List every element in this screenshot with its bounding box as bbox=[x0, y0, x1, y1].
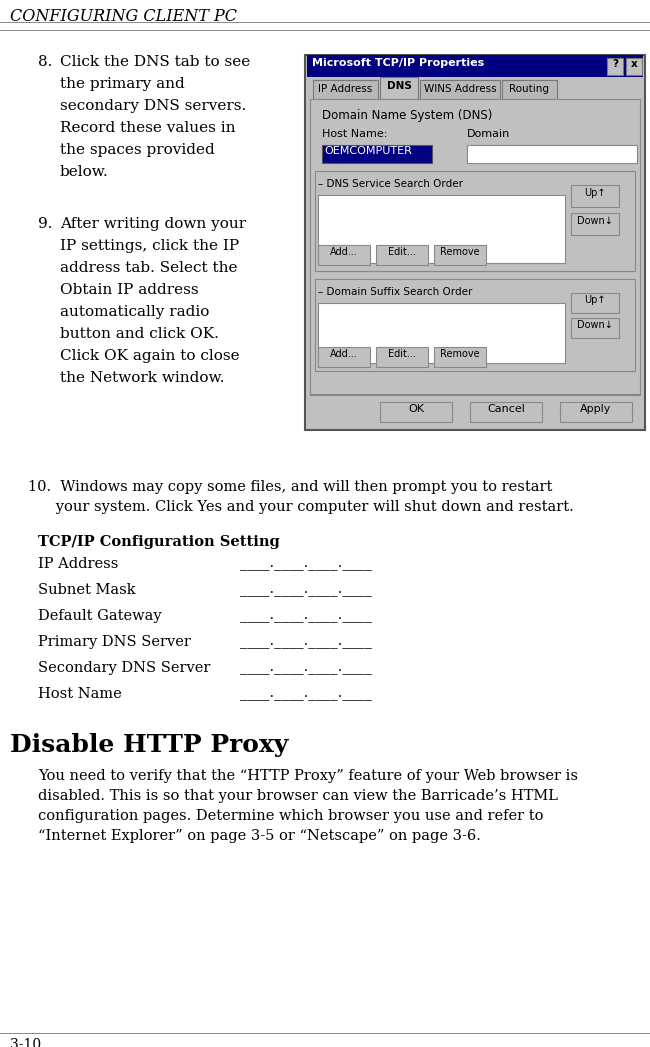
Bar bbox=[626, 58, 642, 75]
Text: Domain: Domain bbox=[467, 129, 510, 139]
Text: – DNS Service Search Order: – DNS Service Search Order bbox=[318, 179, 463, 190]
Text: 9.: 9. bbox=[38, 217, 53, 231]
Text: You need to verify that the “HTTP Proxy” feature of your Web browser is: You need to verify that the “HTTP Proxy”… bbox=[38, 768, 578, 783]
Text: configuration pages. Determine which browser you use and refer to: configuration pages. Determine which bro… bbox=[38, 809, 543, 823]
Text: ____.____.____.____: ____.____.____.____ bbox=[240, 609, 372, 623]
Bar bbox=[315, 279, 635, 371]
Text: TCP/IP Configuration Setting: TCP/IP Configuration Setting bbox=[38, 535, 280, 549]
Text: – Domain Suffix Search Order: – Domain Suffix Search Order bbox=[318, 287, 473, 297]
Text: Default Gateway: Default Gateway bbox=[38, 609, 162, 623]
Text: Edit...: Edit... bbox=[388, 247, 416, 257]
Bar bbox=[502, 80, 557, 99]
Bar bbox=[310, 99, 640, 395]
Text: ____.____.____.____: ____.____.____.____ bbox=[240, 661, 372, 675]
Text: Remove: Remove bbox=[440, 349, 480, 359]
Text: your system. Click Yes and your computer will shut down and restart.: your system. Click Yes and your computer… bbox=[28, 500, 574, 514]
Text: 10.  Windows may copy some files, and will then prompt you to restart: 10. Windows may copy some files, and wil… bbox=[28, 480, 552, 494]
Bar bbox=[318, 245, 370, 265]
Text: Primary DNS Server: Primary DNS Server bbox=[38, 634, 191, 649]
Text: Routing: Routing bbox=[510, 84, 549, 94]
Text: “Internet Explorer” on page 3-5 or “Netscape” on page 3-6.: “Internet Explorer” on page 3-5 or “Nets… bbox=[38, 829, 481, 843]
Text: Host Name: Host Name bbox=[38, 687, 122, 701]
Bar bbox=[571, 185, 619, 207]
Text: Cancel: Cancel bbox=[487, 404, 525, 414]
Bar bbox=[307, 55, 643, 77]
Text: Down↓: Down↓ bbox=[577, 216, 613, 226]
Bar bbox=[420, 80, 500, 99]
Text: After writing down your: After writing down your bbox=[60, 217, 246, 231]
Text: Obtain IP address: Obtain IP address bbox=[60, 283, 199, 297]
Bar bbox=[313, 80, 378, 99]
Text: Edit...: Edit... bbox=[388, 349, 416, 359]
Bar bbox=[376, 245, 428, 265]
Text: CONFIGURING CLIENT PC: CONFIGURING CLIENT PC bbox=[10, 8, 237, 25]
Bar bbox=[380, 77, 418, 99]
Text: OK: OK bbox=[408, 404, 424, 414]
Text: Microsoft TCP/IP Properties: Microsoft TCP/IP Properties bbox=[312, 58, 484, 68]
Text: button and click OK.: button and click OK. bbox=[60, 327, 219, 341]
Text: 3-10: 3-10 bbox=[10, 1038, 41, 1047]
Text: 8.: 8. bbox=[38, 55, 53, 69]
Text: disabled. This is so that your browser can view the Barricade’s HTML: disabled. This is so that your browser c… bbox=[38, 789, 558, 803]
Text: the Network window.: the Network window. bbox=[60, 371, 224, 385]
Text: Apply: Apply bbox=[580, 404, 612, 414]
Text: Host Name:: Host Name: bbox=[322, 129, 387, 139]
Text: Subnet Mask: Subnet Mask bbox=[38, 583, 136, 597]
Bar bbox=[571, 318, 619, 338]
Text: IP Address: IP Address bbox=[38, 557, 118, 571]
Text: automatically radio: automatically radio bbox=[60, 305, 209, 319]
Text: Up↑: Up↑ bbox=[584, 188, 606, 198]
Text: secondary DNS servers.: secondary DNS servers. bbox=[60, 99, 246, 113]
Text: Add...: Add... bbox=[330, 349, 358, 359]
Text: ?: ? bbox=[612, 59, 618, 69]
Text: x: x bbox=[630, 59, 638, 69]
Bar bbox=[607, 58, 623, 75]
Bar bbox=[322, 144, 432, 163]
Text: Disable HTTP Proxy: Disable HTTP Proxy bbox=[10, 733, 289, 757]
Text: ____.____.____.____: ____.____.____.____ bbox=[240, 687, 372, 701]
Text: OEMCOMPUTER: OEMCOMPUTER bbox=[324, 146, 412, 156]
Text: Add...: Add... bbox=[330, 247, 358, 257]
Text: Down↓: Down↓ bbox=[577, 320, 613, 330]
Text: DNS: DNS bbox=[387, 81, 411, 91]
Text: the spaces provided: the spaces provided bbox=[60, 143, 214, 157]
Bar bbox=[571, 213, 619, 235]
Text: below.: below. bbox=[60, 165, 109, 179]
Bar bbox=[560, 402, 632, 422]
Bar bbox=[376, 347, 428, 367]
Text: Domain Name System (DNS): Domain Name System (DNS) bbox=[322, 109, 493, 122]
Bar bbox=[318, 195, 565, 263]
Bar bbox=[434, 245, 486, 265]
Bar bbox=[318, 347, 370, 367]
Text: ____.____.____.____: ____.____.____.____ bbox=[240, 583, 372, 597]
Bar bbox=[318, 303, 565, 363]
Bar bbox=[434, 347, 486, 367]
Text: the primary and: the primary and bbox=[60, 77, 185, 91]
Bar bbox=[380, 402, 452, 422]
Text: ____.____.____.____: ____.____.____.____ bbox=[240, 634, 372, 649]
Text: address tab. Select the: address tab. Select the bbox=[60, 261, 237, 275]
Bar bbox=[305, 55, 645, 430]
Text: IP settings, click the IP: IP settings, click the IP bbox=[60, 239, 239, 253]
Bar bbox=[470, 402, 542, 422]
Text: ____.____.____.____: ____.____.____.____ bbox=[240, 557, 372, 571]
Bar bbox=[571, 293, 619, 313]
Text: Up↑: Up↑ bbox=[584, 295, 606, 305]
Text: Record these values in: Record these values in bbox=[60, 121, 235, 135]
Text: Click OK again to close: Click OK again to close bbox=[60, 349, 240, 363]
Bar bbox=[315, 171, 635, 271]
Text: WINS Address: WINS Address bbox=[424, 84, 497, 94]
Text: IP Address: IP Address bbox=[318, 84, 372, 94]
Text: Click the DNS tab to see: Click the DNS tab to see bbox=[60, 55, 250, 69]
Text: Remove: Remove bbox=[440, 247, 480, 257]
Bar bbox=[467, 144, 637, 163]
Text: Secondary DNS Server: Secondary DNS Server bbox=[38, 661, 211, 675]
